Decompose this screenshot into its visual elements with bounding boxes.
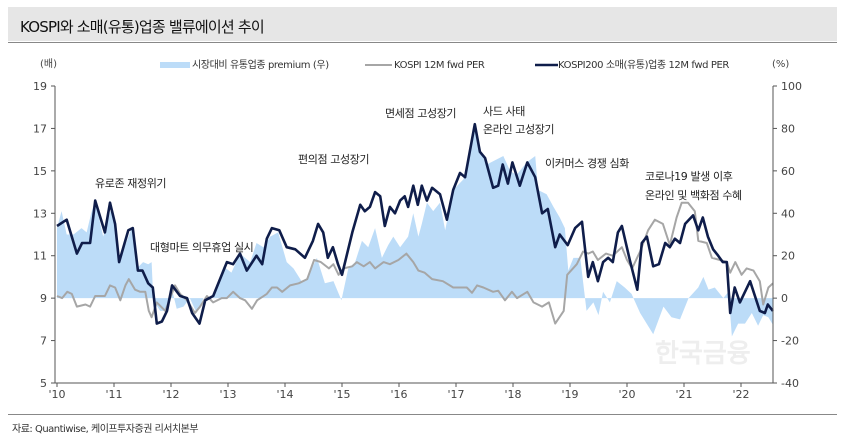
y-left-tick-label: 11 bbox=[33, 250, 47, 263]
y-left-tick-label: 5 bbox=[40, 377, 47, 390]
y-left-tick-label: 9 bbox=[40, 292, 47, 305]
annotation-covid: 코로나19 발생 이후 bbox=[645, 170, 733, 183]
x-tick-label: '12 bbox=[162, 388, 179, 401]
y-left-tick-label: 15 bbox=[33, 165, 47, 178]
y-right-unit: (%) bbox=[772, 59, 789, 70]
y-right-tick-label: 100 bbox=[781, 80, 802, 93]
x-tick-label: '17 bbox=[447, 388, 464, 401]
y-right-tick-label: 0 bbox=[781, 292, 788, 305]
y-right-tick-label: 20 bbox=[781, 250, 795, 263]
y-left-unit: (배) bbox=[40, 58, 57, 70]
page-title: KOSPI와 소매(유통)업종 밸류에이션 추이 bbox=[20, 18, 265, 36]
x-tick-label: '16 bbox=[390, 388, 407, 401]
y-right-tick-label: -20 bbox=[781, 335, 799, 348]
y-left-tick-label: 17 bbox=[33, 122, 47, 135]
y-right-tick-label: -40 bbox=[781, 377, 799, 390]
annotation-thaad: 사드 사태 bbox=[483, 105, 525, 118]
annotation-mart-closure: 대형마트 의무휴업 실시 bbox=[150, 241, 253, 254]
legend-swatch-premium bbox=[160, 62, 190, 68]
x-tick-label: '21 bbox=[675, 388, 692, 401]
y-right-tick-label: 80 bbox=[781, 122, 795, 135]
legend-label-kospi: KOSPI 12M fwd PER bbox=[394, 60, 485, 71]
x-tick-label: '13 bbox=[219, 388, 236, 401]
x-tick-label: '22 bbox=[732, 388, 749, 401]
footer-divider bbox=[8, 414, 837, 415]
annotation-eurozone: 유로존 재정위기 bbox=[95, 177, 166, 190]
x-tick-label: '19 bbox=[561, 388, 578, 401]
x-tick-label: '15 bbox=[333, 388, 350, 401]
annotation-ecommerce: 이커머스 경쟁 심화 bbox=[545, 157, 629, 170]
annotation-online: 온라인 고성장기 bbox=[483, 123, 554, 136]
header-divider bbox=[8, 42, 837, 43]
title-bar: KOSPI와 소매(유통)업종 밸류에이션 추이 bbox=[8, 7, 837, 41]
source-note: 자료: Quantiwise, 케이프투자증권 리서치본부 bbox=[12, 424, 199, 435]
annotation-covid-benefit: 온라인 및 백화점 수혜 bbox=[645, 189, 742, 202]
x-tick-label: '11 bbox=[105, 388, 122, 401]
x-tick-label: '10 bbox=[48, 388, 65, 401]
y-right-tick-label: 60 bbox=[781, 165, 795, 178]
legend-label-retail: KOSPI200 소매(유통)업종 12M fwd PER bbox=[558, 58, 729, 71]
watermark-logo: 한국금융 bbox=[655, 339, 751, 369]
legend-label-premium: 시장대비 유통업종 premium (우) bbox=[192, 58, 329, 71]
y-right-tick-label: 40 bbox=[781, 207, 795, 220]
y-left-tick-label: 19 bbox=[33, 80, 47, 93]
y-left-tick-label: 13 bbox=[33, 207, 47, 220]
y-left-tick-label: 7 bbox=[40, 335, 47, 348]
retail-per-line bbox=[56, 122, 774, 325]
x-tick-label: '18 bbox=[504, 388, 521, 401]
x-tick-label: '14 bbox=[276, 388, 293, 401]
annotation-convenience: 편의점 고성장기 bbox=[298, 153, 369, 166]
annotation-dutyfree: 면세점 고성장기 bbox=[385, 107, 456, 120]
x-tick-label: '20 bbox=[618, 388, 635, 401]
premium-area bbox=[57, 126, 774, 337]
